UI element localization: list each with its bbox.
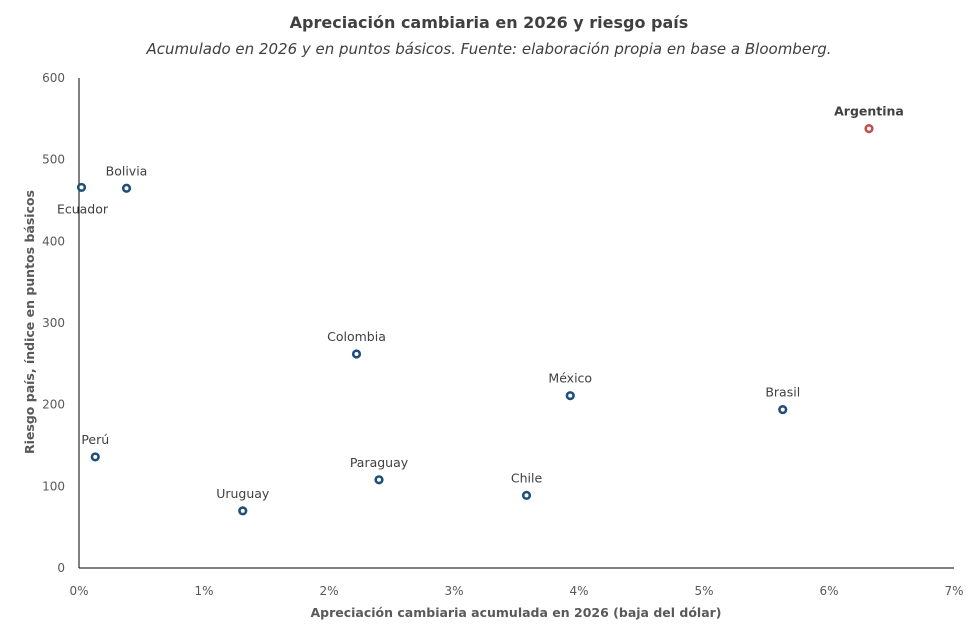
point-label-colombia: Colombia [327, 329, 386, 344]
y-tick-label: 0 [57, 561, 65, 575]
y-tick-label: 400 [42, 234, 65, 248]
point-colombia [351, 349, 362, 359]
data-points [76, 124, 874, 516]
x-tick-label: 3% [444, 584, 463, 598]
x-tick-label: 6% [819, 584, 838, 598]
point-label-brasil: Brasil [765, 385, 800, 400]
y-tick-label: 200 [42, 398, 65, 412]
x-tick-labels: 0% 1% 2% 3% 4% 5% 6% 7% [69, 584, 963, 598]
point-uruguay [238, 506, 248, 516]
x-axis-label: Apreciación cambiaria acumulada en 2026 … [310, 605, 721, 620]
point-mexico [565, 391, 575, 401]
point-label-paraguay: Paraguay [350, 455, 409, 470]
x-tick-label: 0% [69, 584, 88, 598]
x-tick-label: 4% [569, 584, 588, 598]
point-label-bolivia: Bolivia [106, 163, 148, 178]
point-label-peru: Perú [81, 432, 109, 447]
y-tick-label: 300 [42, 316, 65, 330]
x-tick-label: 5% [694, 584, 713, 598]
chart-title: Apreciación cambiaria en 2026 y riesgo p… [290, 13, 689, 32]
x-tick-label: 2% [319, 584, 338, 598]
y-tick-labels: 0 100 200 300 400 500 600 [42, 71, 65, 575]
y-axis-label: Riesgo país, índice en puntos básicos [22, 190, 37, 454]
point-label-uruguay: Uruguay [216, 486, 270, 501]
point-label-chile: Chile [511, 470, 543, 485]
axes [78, 78, 954, 569]
y-tick-label: 500 [42, 153, 65, 167]
point-argentina [864, 124, 874, 134]
point-label-mexico: México [548, 371, 592, 386]
x-tick-label: 7% [944, 584, 963, 598]
point-brasil [778, 404, 788, 415]
point-paraguay [374, 475, 384, 485]
x-tick-label: 1% [194, 584, 213, 598]
y-tick-label: 100 [42, 479, 65, 493]
point-chile [521, 490, 532, 500]
chart-subtitle: Acumulado en 2026 y en puntos básicos. F… [145, 40, 831, 58]
point-labels: Ecuador Bolivia Perú Uruguay Colombia Paragua… [57, 104, 904, 501]
point-ecuador [76, 182, 87, 193]
point-bolivia [121, 183, 132, 193]
y-tick-label: 600 [42, 71, 65, 85]
point-label-argentina: Argentina [834, 104, 904, 119]
point-peru [90, 452, 100, 462]
point-label-ecuador: Ecuador [57, 201, 109, 216]
